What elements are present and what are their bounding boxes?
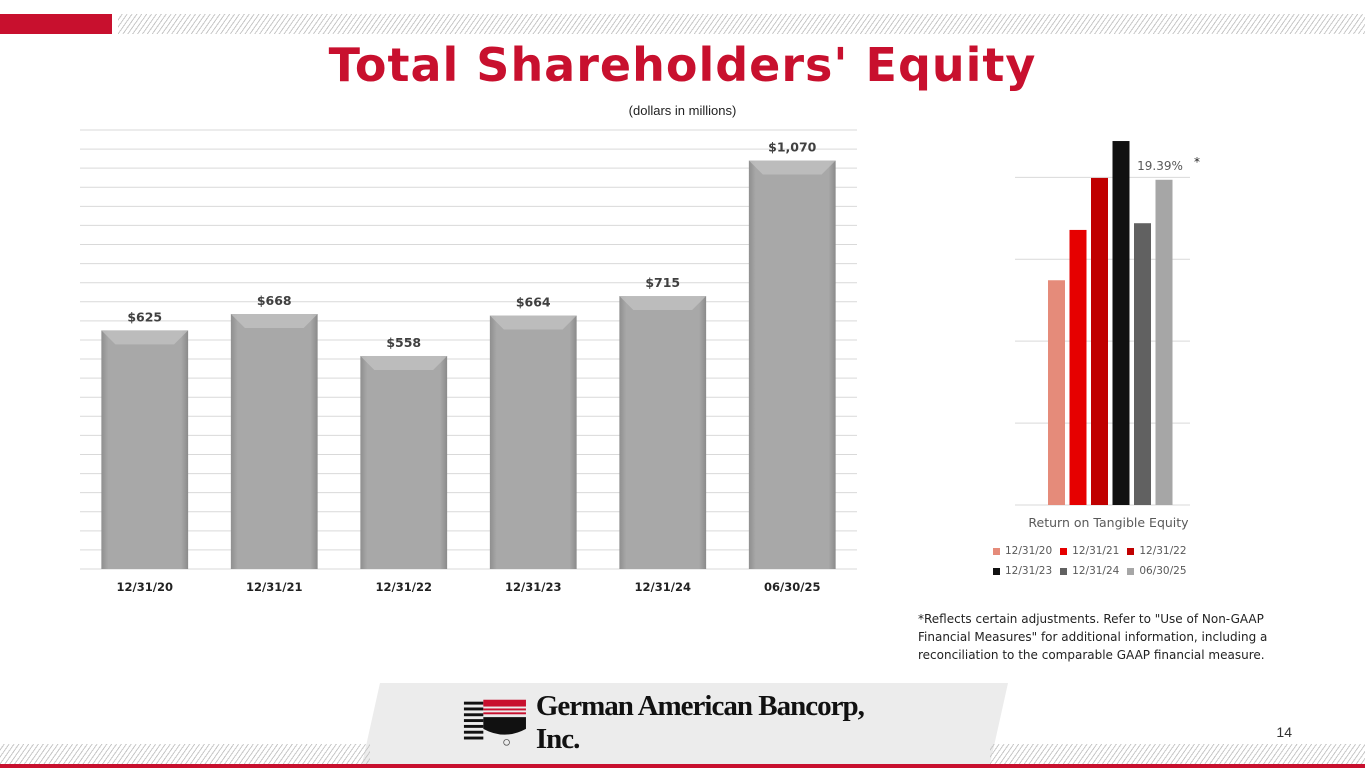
legend-item: 12/31/23 <box>993 565 1052 577</box>
bottom-accent-bar <box>0 764 1365 768</box>
roe-annotation: 19.39% * <box>1137 155 1200 173</box>
legend-item: 12/31/20 <box>993 545 1052 557</box>
roe-bar <box>1069 229 1087 505</box>
roe-bars <box>1048 141 1173 506</box>
x-tick-label: 06/30/25 <box>764 580 820 594</box>
bar <box>748 160 836 569</box>
data-label: $625 <box>127 309 162 324</box>
roe-x-label: Return on Tangible Equity <box>1028 515 1189 530</box>
footer-band <box>362 683 1008 764</box>
roe-bar <box>1134 223 1151 505</box>
bar-bevel <box>619 296 707 311</box>
roe-bar <box>1091 177 1108 505</box>
company-name: German American Bancorp, Inc. <box>535 690 865 755</box>
data-label: $558 <box>386 335 421 350</box>
x-tick-label: 12/31/22 <box>376 580 432 594</box>
bottom-hatch-stripe-right <box>990 744 1365 764</box>
x-tick-label: 12/31/21 <box>246 580 302 594</box>
legend-swatch <box>993 567 1000 575</box>
footnote-marker: * <box>1194 155 1200 169</box>
data-label: $1,070 <box>768 140 817 155</box>
legend-swatch <box>1060 547 1068 555</box>
flag-logo-icon <box>463 699 526 746</box>
data-label: $715 <box>645 275 680 290</box>
bar-bevel <box>489 315 577 330</box>
bar-bevel <box>230 313 318 328</box>
legend-swatch <box>1127 567 1135 575</box>
x-tick-label: 12/31/24 <box>635 580 691 594</box>
footnote: *Reflects certain adjustments. Refer to … <box>918 612 1268 662</box>
legend-swatch <box>1127 547 1135 555</box>
roe-bar <box>1048 280 1065 505</box>
roe-bar <box>1112 141 1130 506</box>
legend-label: 12/31/20 <box>1005 545 1053 557</box>
x-tick-label: 12/31/23 <box>505 580 561 594</box>
bar-bevel <box>101 330 189 345</box>
legend-label: 06/30/25 <box>1139 565 1187 577</box>
bar-bevel <box>748 160 836 175</box>
page-number: 14 <box>1276 724 1292 740</box>
top-accent-bar <box>0 14 112 34</box>
data-label: $668 <box>257 293 292 308</box>
value-labels: $625 $668 $558 $664 $715 $1,070 <box>127 140 816 350</box>
legend-item: 06/30/25 <box>1127 565 1187 577</box>
roe-x-axis-label: Return on Tangible Equity <box>1028 515 1189 530</box>
legend-swatch <box>1060 567 1068 575</box>
legend-label: 12/31/24 <box>1072 565 1120 577</box>
bar <box>360 355 448 569</box>
roe-bar-chart: 19.39% * Return on Tangible Equity <box>1015 141 1200 530</box>
x-tick-label: 12/31/20 <box>117 580 173 594</box>
legend-swatch <box>993 547 1000 555</box>
chart-subtitle: (dollars in millions) <box>628 103 737 118</box>
top-hatch-stripe <box>118 14 1365 34</box>
legend-item: 12/31/21 <box>1060 545 1119 557</box>
page-title: Total Shareholders' Equity <box>328 38 1037 92</box>
legend-item: 12/31/22 <box>1127 545 1187 557</box>
legend-label: 12/31/21 <box>1072 545 1120 557</box>
data-label: $664 <box>516 295 551 310</box>
bar <box>101 330 189 569</box>
grid-lines <box>80 129 857 570</box>
bar-bevel <box>360 355 448 370</box>
roe-bar <box>1155 179 1173 505</box>
roe-legend: 12/31/20 12/31/21 12/31/22 12/31/23 12/31/2… <box>993 545 1213 585</box>
legend-label: 12/31/22 <box>1139 545 1187 557</box>
equity-bar-chart: $625$668$558$664$715$1,070 12/31/20 12/31… <box>80 129 857 594</box>
legend-label: 12/31/23 <box>1005 565 1053 577</box>
roe-value-label: 19.39% <box>1137 159 1183 173</box>
company-logo: German American Bancorp, Inc. <box>462 690 902 755</box>
bar <box>619 296 707 569</box>
legend-item: 12/31/24 <box>1060 565 1119 577</box>
bottom-hatch-stripe-left <box>0 744 370 764</box>
x-tick-labels: 12/31/20 12/31/21 12/31/22 12/31/23 12/31/24… <box>117 580 821 594</box>
bar <box>489 315 577 569</box>
bar <box>230 313 318 569</box>
bars <box>101 160 836 569</box>
